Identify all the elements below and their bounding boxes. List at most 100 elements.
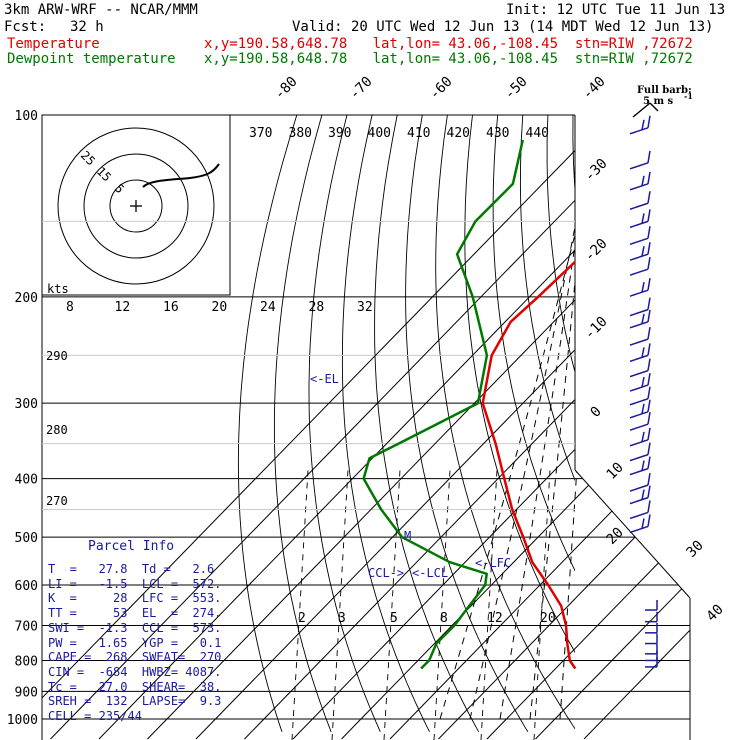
isotherm-label--40: -40 — [580, 74, 609, 103]
isotherm-label-40: 40 — [704, 602, 727, 625]
speed-label-8: 8 — [66, 300, 74, 315]
wind-barb — [629, 242, 651, 261]
parcel-info-row: Tc = 27.0 SHEAR= 38. — [48, 679, 222, 694]
annotations: <-EL M <-LFC CCL-> <-LCL — [310, 372, 511, 580]
moist-adiabat-1 — [469, 115, 597, 720]
isotherm-label--10: -10 — [582, 314, 611, 343]
barb-flag-2 — [641, 246, 645, 257]
dry-adiabat-410 — [699, 115, 740, 732]
speed-unit-label: kts — [47, 282, 69, 296]
barb-flag-2 — [641, 431, 645, 442]
mixing-ratio-label-2: 2 — [298, 611, 306, 626]
barb-flag-1 — [647, 309, 651, 322]
barb-staff — [629, 127, 649, 135]
isotherm-label--50: -50 — [502, 74, 531, 103]
isentrope-label-390: 390 — [328, 126, 351, 141]
pressure-label-900: 900 — [15, 685, 38, 700]
wind-barb — [629, 209, 651, 229]
speed-label-32: 32 — [357, 300, 373, 315]
mixing-ratio-line-12 — [480, 469, 498, 740]
mixing-ratio-line-20 — [533, 469, 551, 740]
wind-barb — [629, 399, 651, 419]
theta-label-270: 270 — [46, 494, 68, 508]
valid-time: Valid: 20 UTC Wed 12 Jun 13 (14 MDT Wed … — [292, 19, 714, 35]
dry-adiabat-260 — [273, 115, 332, 732]
isotherm-label-20: 20 — [604, 525, 627, 548]
isotherm--20 — [292, 115, 690, 740]
isentrope-label-400: 400 — [368, 126, 391, 141]
ccl-marker: CCL-> — [368, 566, 404, 580]
barb-flag-2 — [641, 119, 645, 130]
barb-flag-1 — [647, 257, 651, 270]
dry-adiabat-290 — [374, 115, 480, 733]
pressure-label-600: 600 — [15, 579, 38, 594]
barb-staff — [629, 268, 649, 276]
parcel-info-row: TT = 53 EL = 274. — [48, 606, 222, 621]
isotherm--50 — [147, 115, 690, 740]
barb-staff — [629, 467, 649, 476]
isotherm-label-10: 10 — [604, 460, 627, 483]
el-marker: <-EL — [310, 372, 339, 386]
dry-adiabat-420 — [724, 115, 740, 732]
wind-barb — [629, 427, 651, 447]
isentrope-label-420: 420 — [447, 126, 470, 141]
barb-flag-1 — [647, 358, 651, 371]
dry-adiabat-310 — [435, 115, 575, 730]
isotherm--70 — [50, 115, 690, 740]
theta-label-290: 290 — [46, 349, 68, 363]
barb-flag-1 — [647, 327, 651, 340]
mixing-ratio-label-3: 3 — [338, 611, 346, 626]
isentrope-label-430: 430 — [486, 126, 509, 141]
barb-flag-2 — [641, 282, 645, 293]
barb-staff — [629, 253, 649, 261]
wind-barb — [629, 386, 651, 406]
barb-legend-staff — [632, 102, 651, 118]
pressure-label-500: 500 — [15, 531, 38, 546]
location-info-dewpoint: x,y=190.58,648.78 lat,lon= 43.06,-108.45… — [204, 51, 693, 67]
location-info-temperature: x,y=190.58,648.78 lat,lon= 43.06,-108.45… — [204, 36, 693, 52]
forecast-label: Fcst: — [4, 19, 47, 35]
dry-adiabat-400 — [673, 115, 740, 732]
wind-barb — [629, 226, 651, 245]
pressure-label-200: 200 — [15, 291, 38, 306]
dry-adiabat-280 — [341, 115, 430, 732]
barb-flag-1 — [647, 297, 651, 310]
pressure-label-300: 300 — [15, 397, 38, 412]
wind-barb — [629, 309, 651, 329]
barb-flag-1 — [647, 412, 651, 425]
isotherm-label--80: -80 — [272, 74, 301, 103]
barb-staff — [629, 423, 649, 431]
wind-barb — [645, 650, 658, 662]
isotherm-label-30: 30 — [684, 538, 707, 561]
hodograph-ring-2 — [109, 179, 163, 233]
barb-flag-1 — [647, 209, 651, 222]
barb-flag-2 — [641, 313, 645, 324]
wind-barb — [629, 150, 651, 170]
barb-staff — [629, 511, 649, 520]
dry-adiabat-320 — [464, 115, 575, 654]
barb-flag-2 — [641, 460, 645, 471]
wind-barb — [629, 514, 651, 534]
dry-adiabat-390 — [648, 115, 740, 732]
mixing-ratio-line-8 — [433, 469, 451, 740]
isotherm--40 — [195, 115, 690, 740]
barb-staff — [629, 308, 649, 317]
wind-barb — [645, 656, 658, 668]
theta-label-280: 280 — [46, 423, 68, 437]
dry-adiabat-370 — [598, 115, 740, 732]
dry-adiabat-270 — [308, 115, 381, 732]
barb-legend-unit-exponent: -1 — [684, 91, 693, 101]
wind-barb — [629, 500, 651, 520]
barb-staff — [629, 220, 649, 229]
barb-flag-2 — [641, 213, 645, 224]
barb-staff — [629, 354, 649, 363]
parcel-info-row: K = 28 LFC = 553. — [48, 591, 222, 606]
barb-flag-1 — [647, 171, 651, 184]
dry-adiabat-300 — [405, 115, 529, 733]
parcel-info-title: Parcel Info — [88, 539, 175, 554]
barb-staff — [629, 369, 649, 378]
pressure-label-1000: 1000 — [7, 713, 38, 728]
wind-barb — [629, 456, 651, 476]
